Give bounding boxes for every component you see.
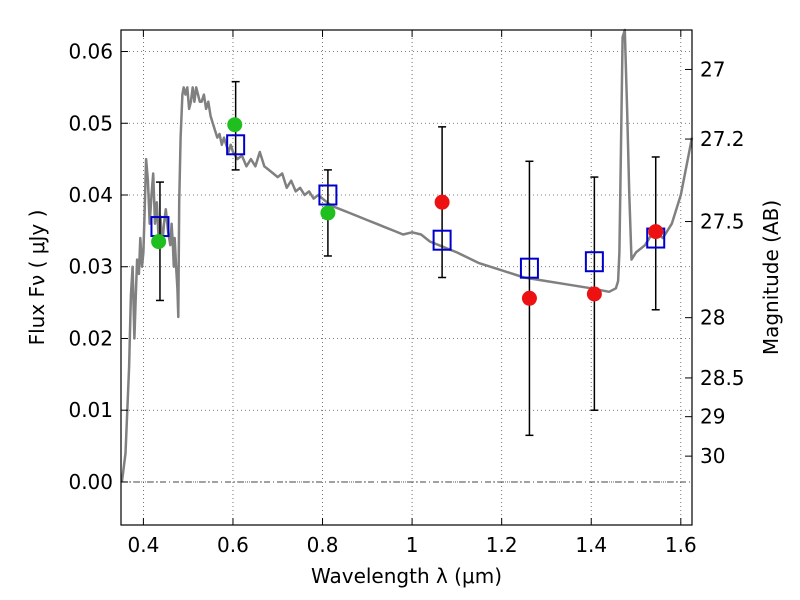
x-tick-label: 1.2 [486,533,518,557]
y2-tick-label: 28.5 [700,366,745,390]
x-tick-label: 0.4 [127,533,159,557]
x-tick-label: 1.4 [575,533,607,557]
y2-tick-label: 29 [700,405,725,429]
model-square-point [318,184,338,206]
x-ticks: 0.4 0.6 0.8 1 1.2 1.4 1.6 [127,30,697,557]
observed-dot-point [151,234,167,250]
model-square-point [226,134,246,156]
observed-dot-point [320,205,336,221]
y-tick-label: 0.00 [68,470,113,494]
x-tick-label: 1.6 [665,533,697,557]
x-tick-label: 0.8 [307,533,339,557]
spectrum-series [120,28,694,483]
y2-tick-label: 27.5 [700,210,745,234]
observed-points [151,117,664,306]
observed-dot-point [434,194,450,210]
observed-dot-point [586,286,602,302]
x-tick-label: 0.6 [217,533,249,557]
y2-tick-label: 28 [700,306,725,330]
plot-frame [120,29,693,526]
y-tick-label: 0.05 [68,111,113,135]
grid-lines [121,30,692,525]
model-points [150,134,666,279]
y2-tick-label: 27 [700,57,725,81]
observed-dot-point [227,117,243,133]
y-tick-label: 0.02 [68,326,113,350]
y2-axis-label: Magnitude (AB) [759,200,783,355]
y-tick-label: 0.06 [68,40,113,64]
y-tick-label: 0.03 [68,255,113,279]
y-ticks: 0.00 0.01 0.02 0.03 0.04 0.05 0.06 [68,40,128,494]
y2-ticks: 27 27.2 27.5 28 28.5 29 30 [685,57,745,468]
model-square-point [519,257,539,279]
y2-tick-label: 30 [700,444,725,468]
x-axis-label: Wavelength λ (μm) [311,564,502,588]
model-square-point [584,251,604,273]
y-tick-label: 0.01 [68,398,113,422]
y-axis-label: Flux Fν ( μJy ) [25,210,49,346]
observed-dot-point [521,290,537,306]
y-tick-label: 0.04 [68,183,113,207]
observed-dot-point [648,224,664,240]
y2-tick-label: 27.2 [700,127,745,151]
model-square-point [432,229,452,251]
x-tick-label: 1 [406,533,419,557]
spectrum-line [120,28,694,483]
